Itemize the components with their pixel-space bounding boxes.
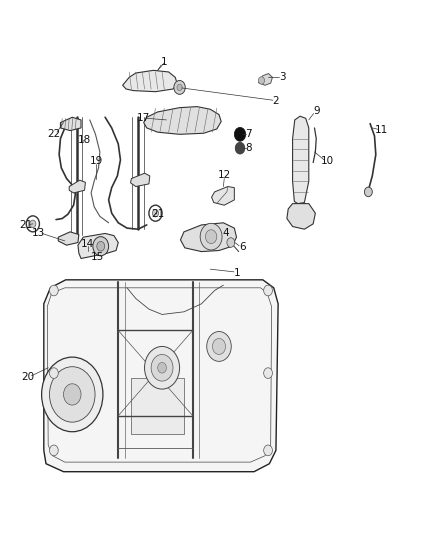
Circle shape (227, 238, 235, 247)
Circle shape (200, 223, 222, 250)
Text: 22: 22 (47, 130, 60, 139)
Circle shape (26, 216, 39, 232)
Polygon shape (78, 233, 118, 259)
Polygon shape (287, 204, 315, 229)
Polygon shape (180, 223, 237, 252)
Circle shape (145, 346, 180, 389)
Text: 8: 8 (245, 143, 252, 153)
Text: 1: 1 (161, 58, 168, 67)
Polygon shape (144, 107, 221, 134)
Polygon shape (293, 116, 309, 204)
Text: 19: 19 (90, 156, 103, 166)
Polygon shape (60, 117, 81, 131)
Circle shape (93, 237, 109, 256)
Circle shape (234, 127, 246, 141)
Circle shape (177, 84, 182, 91)
Circle shape (151, 354, 173, 381)
Text: 11: 11 (375, 125, 389, 134)
Text: 21: 21 (20, 220, 33, 230)
Polygon shape (44, 280, 278, 472)
Text: 3: 3 (279, 72, 286, 82)
Circle shape (264, 445, 272, 456)
Circle shape (149, 205, 162, 221)
Polygon shape (131, 173, 150, 187)
Text: 13: 13 (32, 229, 45, 238)
Polygon shape (212, 187, 234, 205)
Polygon shape (69, 180, 85, 193)
Circle shape (42, 357, 103, 432)
Text: 18: 18 (78, 135, 91, 144)
Text: 9: 9 (313, 107, 320, 116)
Circle shape (152, 209, 159, 217)
Polygon shape (258, 74, 272, 85)
Circle shape (64, 384, 81, 405)
Text: 10: 10 (321, 156, 334, 166)
Text: 12: 12 (218, 170, 231, 180)
Text: 1: 1 (234, 268, 241, 278)
Circle shape (364, 187, 372, 197)
Text: 15: 15 (91, 252, 104, 262)
Text: 6: 6 (239, 242, 246, 252)
Circle shape (235, 142, 245, 154)
Circle shape (49, 368, 58, 378)
Polygon shape (123, 70, 177, 92)
Circle shape (97, 241, 105, 251)
Circle shape (264, 368, 272, 378)
Polygon shape (131, 378, 184, 434)
Text: 21: 21 (151, 209, 164, 219)
Text: 20: 20 (21, 372, 34, 382)
Text: 14: 14 (81, 239, 94, 249)
Circle shape (258, 77, 265, 84)
Circle shape (174, 80, 185, 94)
Circle shape (49, 445, 58, 456)
Text: 2: 2 (272, 96, 279, 106)
Text: 7: 7 (245, 130, 252, 139)
Text: 4: 4 (223, 228, 230, 238)
Circle shape (49, 285, 58, 296)
Circle shape (49, 367, 95, 422)
Text: 17: 17 (137, 114, 150, 123)
Polygon shape (58, 232, 79, 245)
Circle shape (264, 285, 272, 296)
Circle shape (207, 332, 231, 361)
Circle shape (30, 220, 36, 228)
Circle shape (158, 362, 166, 373)
Circle shape (212, 338, 226, 354)
Circle shape (205, 230, 217, 244)
